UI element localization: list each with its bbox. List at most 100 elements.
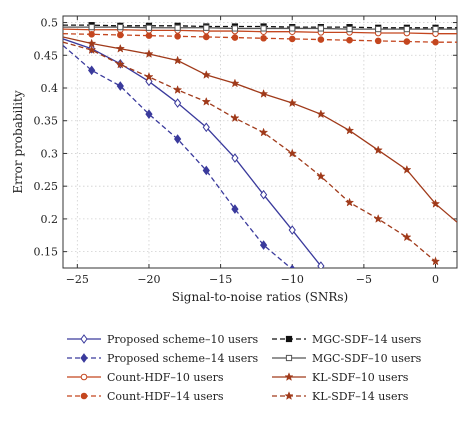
legend-label-0: Proposed scheme–10 users: [107, 333, 258, 346]
series-point-6: [373, 145, 383, 155]
series-point-6: [144, 49, 154, 58]
x-axis-title: Signal-to-noise ratios (SNRs): [172, 290, 349, 304]
series-point-3: [432, 38, 439, 46]
legend-label-5: MGC-SDF–10 users: [312, 352, 422, 365]
series-point-3: [346, 36, 353, 44]
series-point-5: [432, 25, 439, 33]
series-point-6: [172, 55, 183, 65]
series-0: [63, 38, 325, 268]
series-point-7: [402, 232, 412, 242]
series-point-1: [231, 204, 239, 214]
series-point-5: [231, 25, 239, 32]
series-point-6: [316, 109, 326, 119]
series-point-6: [230, 78, 240, 88]
legend-marker-3: [80, 392, 88, 400]
series-point-1: [289, 264, 295, 268]
series-point-7: [230, 113, 240, 123]
series-point-3: [374, 37, 382, 45]
series-point-7: [115, 59, 125, 69]
y-tick-label: 0.2: [41, 213, 59, 226]
series-point-5: [174, 24, 181, 31]
series-point-6: [402, 164, 412, 174]
legend-marker-1: [80, 353, 88, 363]
series-point-0: [231, 153, 239, 163]
series-point-5: [346, 25, 353, 33]
series-point-6: [258, 88, 269, 98]
series-point-7: [144, 71, 154, 81]
legend-marker-2: [80, 373, 88, 381]
series-point-5: [375, 25, 382, 33]
legend-label-6: KL-SDF–10 users: [312, 371, 409, 384]
series-point-3: [403, 38, 411, 45]
y-tick-label: 0.5: [41, 17, 59, 30]
series-point-5: [289, 25, 296, 32]
y-tick-label: 0.4: [41, 82, 59, 95]
series-5: [63, 24, 457, 33]
series-point-3: [317, 36, 325, 43]
legend-marker-7: [284, 391, 294, 400]
series-point-5: [117, 24, 124, 31]
series-point-0: [259, 189, 268, 200]
series-point-5: [317, 25, 324, 32]
series-point-1: [173, 134, 182, 144]
series-point-7: [344, 197, 355, 207]
series-point-0: [173, 98, 182, 108]
legend-label-2: Count-HDF–10 users: [107, 371, 224, 384]
series-point-6: [287, 98, 297, 108]
series-point-1: [202, 165, 210, 176]
legend-marker-0: [80, 334, 88, 344]
series-point-5: [88, 24, 95, 31]
series-point-3: [202, 33, 210, 41]
series-point-7: [172, 85, 183, 94]
x-tick-label: −20: [137, 273, 160, 286]
y-tick-label: 0.25: [34, 180, 59, 193]
series-point-3: [117, 31, 124, 39]
series-point-6: [344, 125, 355, 135]
legend-marker-5: [285, 354, 293, 362]
series-point-5: [403, 25, 410, 33]
series-point-7: [316, 171, 326, 181]
series-point-6: [201, 69, 211, 79]
series-point-1: [88, 65, 96, 76]
series-point-7: [373, 213, 383, 223]
series-point-7: [258, 127, 269, 137]
series-point-0: [202, 122, 210, 133]
x-tick-label: −10: [281, 273, 304, 286]
series-point-0: [317, 261, 325, 268]
series-1: [63, 44, 295, 268]
legend-marker-6: [284, 372, 294, 381]
series-point-1: [116, 81, 124, 91]
series-point-3: [88, 31, 95, 38]
series-point-5: [145, 24, 153, 31]
series-point-0: [288, 225, 296, 235]
series-point-3: [288, 35, 296, 43]
series-point-7: [430, 256, 441, 266]
legend-label-3: Count-HDF–14 users: [107, 390, 224, 403]
legend-marker-4: [285, 335, 293, 343]
series-point-5: [260, 25, 267, 32]
series-point-3: [145, 32, 153, 39]
legend-label-4: MGC-SDF–14 users: [312, 333, 422, 346]
y-tick-label: 0.45: [34, 49, 59, 62]
x-tick-label: −15: [209, 273, 232, 286]
series-point-3: [174, 32, 181, 40]
series-point-7: [86, 45, 97, 55]
x-tick-label: −5: [356, 273, 372, 286]
legend: Proposed scheme–10 users Proposed scheme–…: [67, 333, 422, 403]
series-point-6: [115, 43, 125, 53]
x-tick-label: −25: [66, 273, 89, 286]
series-line-0: [63, 38, 322, 267]
series-point-7: [201, 96, 211, 106]
series-point-5: [203, 24, 210, 31]
y-tick-label: 0.3: [41, 147, 59, 160]
y-tick-label: 0.35: [34, 115, 59, 128]
series-point-1: [145, 109, 153, 120]
plot-frame: [62, 15, 458, 269]
series-6: [63, 36, 457, 223]
series-3: [63, 31, 457, 46]
series-point-3: [231, 34, 239, 41]
legend-label-1: Proposed scheme–14 users: [107, 352, 258, 365]
y-axis-title: Error probability: [11, 90, 25, 194]
